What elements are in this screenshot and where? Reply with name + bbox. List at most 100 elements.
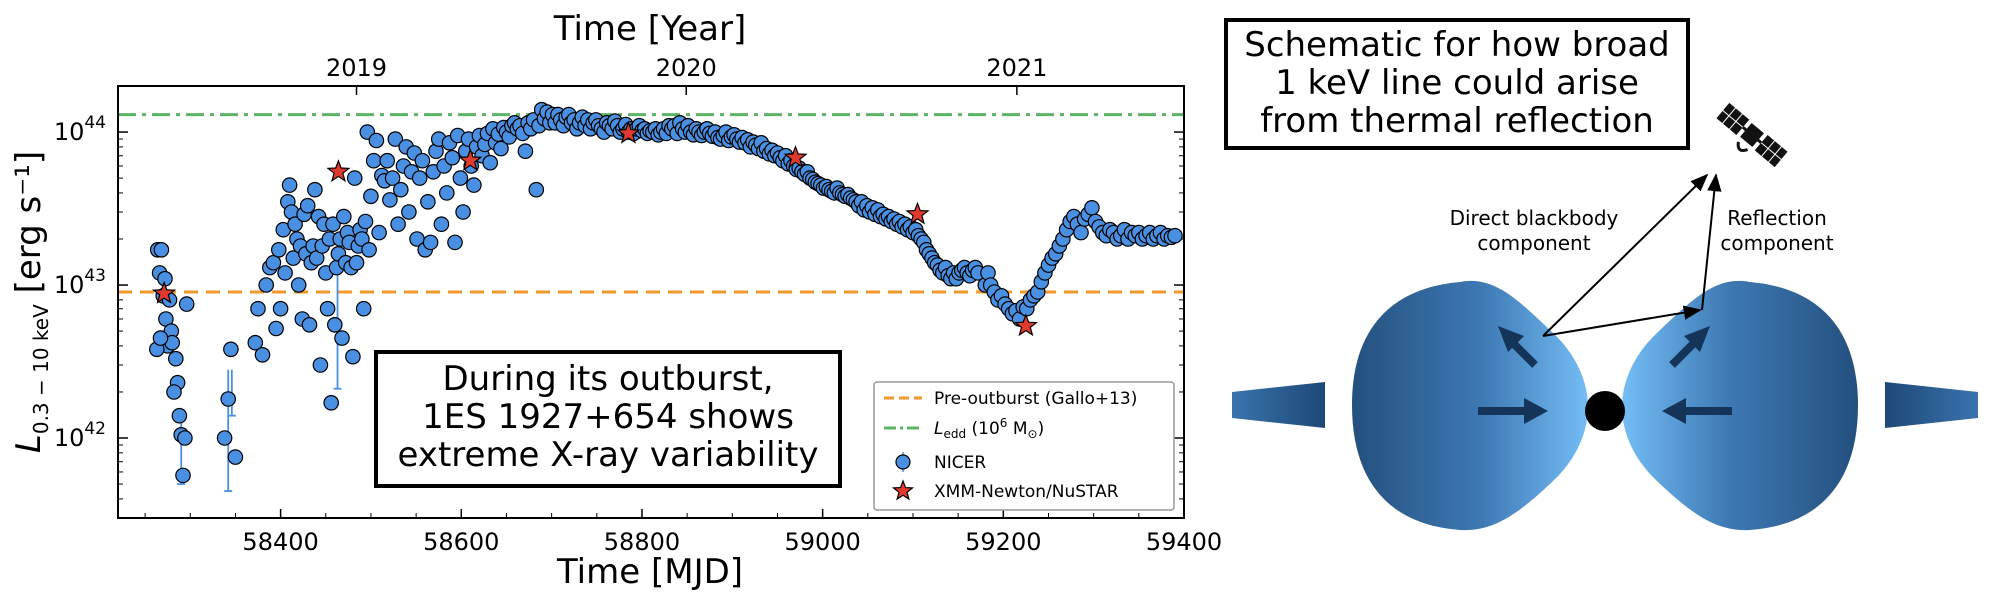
nicer-point bbox=[272, 243, 286, 257]
nicer-point bbox=[421, 195, 435, 209]
nicer-point bbox=[364, 189, 378, 203]
schematic-title-line-3: from thermal reflection bbox=[1260, 101, 1654, 141]
x-tick-label: 59200 bbox=[965, 528, 1041, 556]
legend-nicer-label: NICER bbox=[934, 453, 986, 473]
nicer-point bbox=[467, 178, 481, 192]
schematic-title-line-2: 1 keV line could arise bbox=[1275, 63, 1639, 103]
nicer-point bbox=[278, 266, 292, 280]
legend-ledd-main: L bbox=[934, 419, 943, 439]
nicer-point bbox=[324, 396, 338, 410]
callout-line-2: 1ES 1927+654 shows bbox=[422, 397, 794, 437]
x-tick-label: 59000 bbox=[784, 528, 860, 556]
callout-line-1: During its outburst, bbox=[442, 359, 773, 399]
nicer-point bbox=[313, 358, 327, 372]
nicer-point bbox=[1074, 225, 1088, 239]
nicer-point bbox=[224, 342, 238, 356]
nicer-point bbox=[1168, 229, 1182, 243]
nicer-point bbox=[483, 156, 497, 170]
legend-ledd-sub: edd bbox=[943, 427, 966, 441]
nicer-point bbox=[217, 431, 231, 445]
nicer-point bbox=[282, 178, 296, 192]
nicer-point bbox=[180, 297, 194, 311]
nicer-point bbox=[348, 171, 362, 185]
y-tick-label: 1044 bbox=[54, 113, 106, 146]
legend: Pre-outburst (Gallo+13) Ledd (106 M⊙) NI… bbox=[874, 382, 1174, 510]
legend-ledd-tail2: M bbox=[1007, 419, 1027, 439]
nicer-point bbox=[259, 278, 273, 292]
x-tick-label: 58600 bbox=[423, 528, 499, 556]
nicer-point bbox=[349, 256, 363, 270]
satellite-icon bbox=[1711, 103, 1788, 174]
thermal-lobe-left bbox=[1352, 281, 1588, 530]
y-axis-title-main: L bbox=[9, 434, 49, 453]
x-tick-label: 58800 bbox=[604, 528, 680, 556]
nicer-point bbox=[154, 243, 168, 257]
nicer-point bbox=[362, 243, 376, 257]
legend-ledd-exp: 6 bbox=[1000, 416, 1008, 430]
legend-xmm-label: XMM-Newton/NuSTAR bbox=[934, 482, 1119, 502]
nicer-point bbox=[383, 193, 397, 207]
nicer-point bbox=[529, 183, 543, 197]
nicer-point bbox=[402, 205, 416, 219]
x-tick-label: 58400 bbox=[242, 528, 318, 556]
y-tick-label: 1042 bbox=[54, 419, 106, 452]
nicer-point bbox=[302, 318, 316, 332]
nicer-point bbox=[320, 302, 334, 316]
top-tick-label: 2021 bbox=[986, 54, 1047, 82]
xmm-point bbox=[328, 161, 349, 181]
nicer-point bbox=[292, 278, 306, 292]
reflection-schematic: Schematic for how broad 1 keV line could… bbox=[1226, 20, 1978, 530]
nicer-point bbox=[434, 217, 448, 231]
nicer-point bbox=[346, 350, 360, 364]
black-hole-icon bbox=[1585, 391, 1625, 431]
callout-line-3: extreme X-ray variability bbox=[398, 435, 819, 475]
nicer-point bbox=[456, 205, 470, 219]
nicer-point bbox=[445, 151, 459, 165]
nicer-point bbox=[357, 302, 371, 316]
nicer-point bbox=[251, 302, 265, 316]
nicer-point bbox=[308, 183, 322, 197]
error-bars bbox=[177, 254, 341, 491]
legend-nicer-marker bbox=[896, 455, 910, 469]
nicer-point bbox=[448, 235, 462, 249]
nicer-point bbox=[178, 431, 192, 445]
nicer-point bbox=[413, 171, 427, 185]
nicer-point bbox=[453, 171, 467, 185]
x-tick-label: 59400 bbox=[1146, 528, 1222, 556]
luminosity-chart: Time [Year] Time [MJD] L0.3 − 10 keV [er… bbox=[9, 9, 1222, 592]
nicer-point bbox=[172, 409, 186, 423]
schematic-title-line-1: Schematic for how broad bbox=[1244, 25, 1670, 65]
nicer-point bbox=[221, 392, 235, 406]
nicer-point bbox=[380, 154, 394, 168]
nicer-point bbox=[1085, 201, 1099, 215]
nicer-point bbox=[391, 217, 405, 231]
nicer-point bbox=[266, 256, 280, 270]
thermal-lobe-right bbox=[1622, 281, 1858, 530]
nicer-point bbox=[337, 209, 351, 223]
legend-preoutburst-label: Pre-outburst (Gallo+13) bbox=[934, 389, 1137, 409]
nicer-point bbox=[167, 385, 181, 399]
nicer-point bbox=[423, 235, 437, 249]
reflection-label-line-1: Reflection bbox=[1727, 206, 1827, 230]
nicer-point bbox=[273, 302, 287, 316]
nicer-point bbox=[358, 214, 372, 228]
nicer-point bbox=[415, 154, 429, 168]
nicer-point bbox=[176, 468, 190, 482]
reflection-label-line-2: component bbox=[1720, 231, 1833, 255]
outburst-callout: During its outburst, 1ES 1927+654 shows … bbox=[376, 352, 840, 486]
nicer-point bbox=[394, 183, 408, 197]
nicer-point bbox=[372, 225, 386, 239]
nicer-point bbox=[367, 154, 381, 168]
bottom-axis-title: Time [MJD] bbox=[556, 552, 743, 592]
y-axis-title: L0.3 − 10 keV [erg s⁻¹] bbox=[9, 151, 53, 453]
top-tick-label: 2020 bbox=[656, 54, 717, 82]
legend-ledd-tail: (10 bbox=[966, 419, 1000, 439]
nicer-point bbox=[228, 450, 242, 464]
nicer-point bbox=[328, 318, 342, 332]
nicer-point bbox=[153, 331, 167, 345]
top-tick-label: 2019 bbox=[326, 54, 387, 82]
accretion-disk-right bbox=[1885, 382, 1978, 428]
nicer-point bbox=[169, 352, 183, 366]
direct-label-line-1: Direct blackbody bbox=[1450, 206, 1619, 230]
